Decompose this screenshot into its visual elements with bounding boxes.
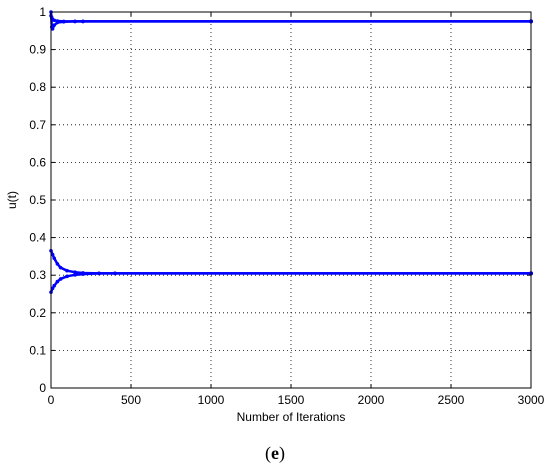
y-tick-label: 1 bbox=[39, 5, 46, 19]
series-point bbox=[65, 268, 69, 273]
y-tick-labels: 0 0.1 0.2 0.3 0.4 0.5 0.6 0.7 0.8 0.9 1 bbox=[29, 5, 46, 395]
series-point bbox=[58, 265, 63, 270]
series-point bbox=[81, 19, 85, 24]
series-point bbox=[113, 271, 117, 276]
series-point bbox=[50, 27, 55, 31]
caption-label: (e) bbox=[265, 443, 285, 463]
figure-caption: (e) bbox=[0, 443, 550, 464]
series-line-3 bbox=[49, 250, 531, 275]
x-tick-label: 1000 bbox=[198, 393, 225, 407]
series-point bbox=[62, 19, 66, 24]
x-tick-label: 0 bbox=[48, 393, 55, 407]
y-tick-label: 0.9 bbox=[29, 43, 46, 57]
y-tick-label: 0.3 bbox=[29, 268, 46, 282]
y-tick-label: 0.1 bbox=[29, 343, 46, 357]
x-tick-label: 1500 bbox=[278, 393, 305, 407]
y-tick-label: 0.8 bbox=[29, 80, 46, 94]
series-point bbox=[52, 23, 56, 27]
y-tick-label: 0.2 bbox=[29, 306, 46, 320]
series-point bbox=[65, 274, 69, 279]
series-point bbox=[55, 279, 60, 284]
x-tick-label: 3000 bbox=[518, 393, 545, 407]
series-point bbox=[73, 273, 77, 277]
series-point bbox=[55, 262, 60, 266]
series-point bbox=[50, 252, 55, 257]
series-point bbox=[81, 272, 85, 276]
series-point bbox=[97, 271, 101, 276]
series-point bbox=[73, 19, 77, 24]
series-point bbox=[52, 256, 56, 261]
grid-lines bbox=[51, 12, 531, 388]
x-tick-label: 2000 bbox=[358, 393, 385, 407]
series-point bbox=[73, 270, 77, 274]
x-axis-label: Number of Iterations bbox=[237, 410, 346, 424]
x-tick-label: 2500 bbox=[438, 393, 465, 407]
series-point bbox=[58, 277, 63, 281]
y-tick-label: 0.6 bbox=[29, 155, 46, 169]
series-point bbox=[55, 19, 60, 23]
series-point bbox=[52, 18, 56, 23]
y-tick-label: 0.5 bbox=[29, 193, 46, 207]
x-tick-labels: 0 500 1000 1500 2000 2500 3000 bbox=[48, 393, 545, 407]
y-tick-label: 0 bbox=[39, 381, 46, 395]
y-tick-label: 0.4 bbox=[29, 231, 46, 245]
y-tick-label: 0.7 bbox=[29, 118, 46, 132]
series-point bbox=[50, 286, 55, 291]
axis-ticks bbox=[50, 11, 532, 389]
y-axis-label: u(t) bbox=[5, 191, 19, 209]
series-lines bbox=[49, 10, 533, 294]
line-chart: 0 500 1000 1500 2000 2500 3000 0 0.1 0.2 0.3 0.4 0.… bbox=[5, 5, 545, 424]
series-point bbox=[52, 283, 56, 288]
x-tick-label: 500 bbox=[121, 393, 141, 407]
